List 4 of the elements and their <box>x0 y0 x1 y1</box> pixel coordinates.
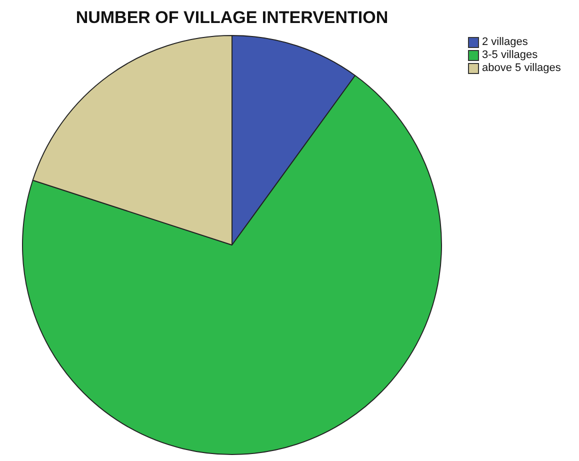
legend-label: above 5 villages <box>482 62 561 75</box>
legend-label: 3-5 villages <box>482 49 538 62</box>
legend-label: 2 villages <box>482 36 528 49</box>
chart-title: NUMBER OF VILLAGE INTERVENTION <box>74 8 390 28</box>
